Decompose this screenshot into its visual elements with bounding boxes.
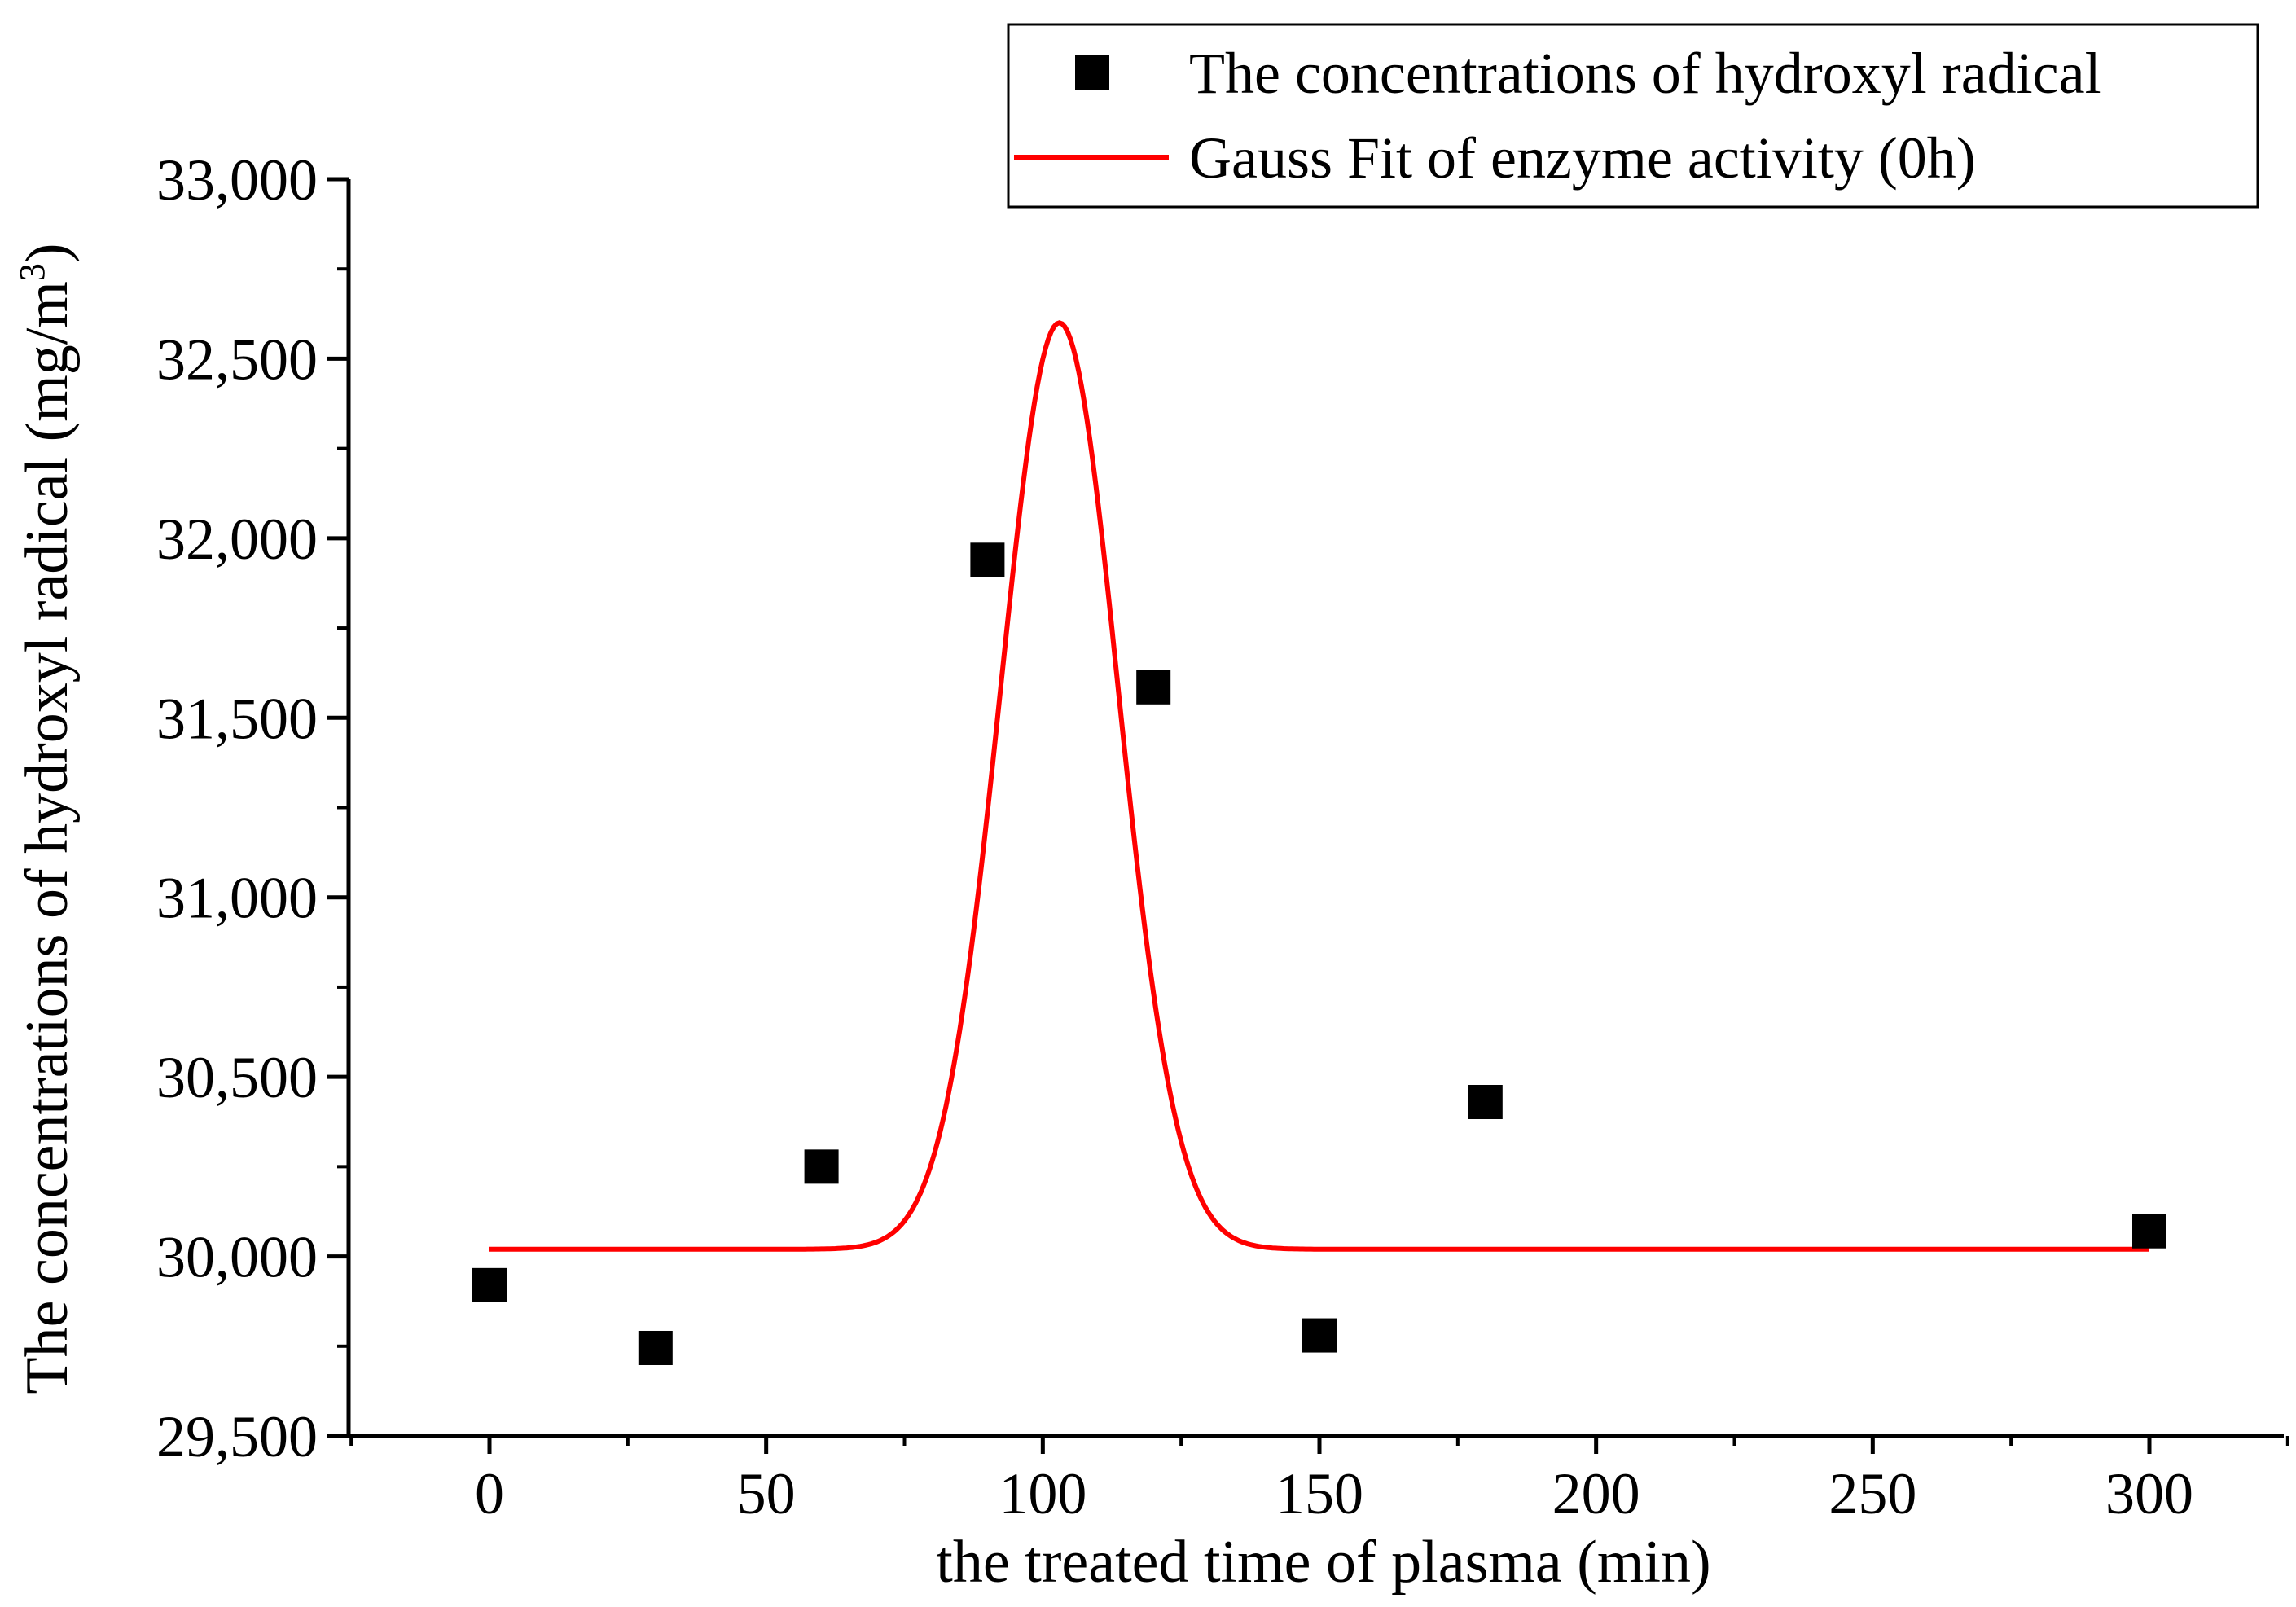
x-tick-label: 100 [999,1461,1087,1526]
x-tick-label: 50 [737,1461,796,1526]
legend-label-fit: Gauss Fit of enzyme activity (0h) [1189,125,1976,191]
y-tick-label: 31,000 [156,866,318,931]
data-point [472,1267,507,1302]
data-point [638,1330,673,1365]
y-tick-label: 33,000 [156,147,318,213]
x-tick-label: 0 [475,1461,504,1526]
y-tick-label: 30,500 [156,1045,318,1110]
data-point [2132,1214,2166,1249]
y-axis-title: The concentrations of hydroxyl radical (… [12,243,81,1394]
legend-label-points: The concentrations of hydroxyl radical [1189,41,2101,106]
y-tick-label: 32,500 [156,327,318,392]
data-point [970,542,1005,577]
y-tick-label: 31,500 [156,686,318,751]
data-point [1468,1085,1503,1120]
y-axis-title-suffix: ) [14,243,81,263]
y-axis-title-main: The concentrations of hydroxyl radical (… [14,281,81,1394]
data-point [1302,1318,1337,1353]
y-tick-label: 30,000 [156,1225,318,1290]
y-ticks: 29,500 30,000 30,500 31,000 31,500 32,000 32,5… [156,147,349,1469]
x-tick-label: 300 [2105,1461,2193,1526]
x-axis-title: the treated time of plasma (min) [936,1529,1710,1596]
x-tick-label: 200 [1552,1461,1640,1526]
x-tick-label: 250 [1828,1461,1916,1526]
legend-marker-square [1075,55,1109,90]
x-ticks: 0 50 100 150 200 250 300 [349,1436,2289,1526]
fit-layer [489,320,2149,1252]
legend: The concentrations of hydroxyl radical G… [1007,23,2259,209]
data-point [1136,670,1171,705]
y-axis-title-superscript: 3 [12,263,52,281]
gauss-fit-line [489,320,2149,1252]
y-tick-label: 29,500 [156,1404,318,1469]
x-tick-label: 150 [1275,1461,1363,1526]
data-point [804,1149,839,1184]
legend-box [1007,23,2259,209]
y-tick-label: 32,000 [156,507,318,572]
points-layer [472,542,2166,1365]
